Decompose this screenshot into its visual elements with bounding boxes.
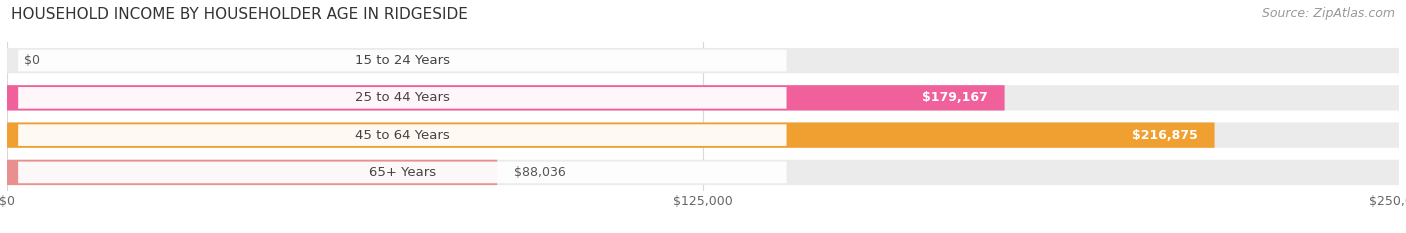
- FancyBboxPatch shape: [18, 50, 786, 71]
- FancyBboxPatch shape: [18, 162, 786, 183]
- Text: $0: $0: [24, 54, 39, 67]
- Text: 25 to 44 Years: 25 to 44 Years: [354, 91, 450, 104]
- Text: HOUSEHOLD INCOME BY HOUSEHOLDER AGE IN RIDGESIDE: HOUSEHOLD INCOME BY HOUSEHOLDER AGE IN R…: [11, 7, 468, 22]
- Text: 45 to 64 Years: 45 to 64 Years: [354, 129, 450, 142]
- Text: $216,875: $216,875: [1132, 129, 1198, 142]
- FancyBboxPatch shape: [7, 123, 1215, 148]
- Text: 65+ Years: 65+ Years: [368, 166, 436, 179]
- Text: Source: ZipAtlas.com: Source: ZipAtlas.com: [1261, 7, 1395, 20]
- FancyBboxPatch shape: [7, 85, 1005, 110]
- FancyBboxPatch shape: [7, 85, 1399, 110]
- FancyBboxPatch shape: [7, 123, 1399, 148]
- FancyBboxPatch shape: [7, 160, 1399, 185]
- FancyBboxPatch shape: [18, 124, 786, 146]
- FancyBboxPatch shape: [18, 87, 786, 109]
- Text: $88,036: $88,036: [515, 166, 565, 179]
- Text: 15 to 24 Years: 15 to 24 Years: [354, 54, 450, 67]
- FancyBboxPatch shape: [7, 48, 1399, 73]
- Text: $179,167: $179,167: [922, 91, 988, 104]
- FancyBboxPatch shape: [7, 160, 498, 185]
